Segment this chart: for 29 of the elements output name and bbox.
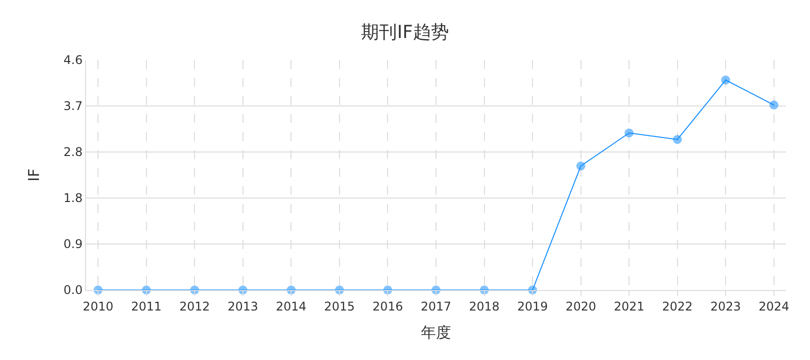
x-tick-label: 2024: [758, 299, 790, 314]
point: [672, 135, 682, 144]
y-tick-label: 4.6: [64, 53, 83, 68]
y-tick-label: 2.8: [64, 145, 83, 160]
chart-title: 期刊IF趋势: [361, 22, 449, 43]
y-tick-label: 3.7: [64, 99, 83, 114]
y-tick-label: 0.0: [64, 283, 83, 298]
y-tick-label: 0.9: [64, 237, 83, 252]
x-tick-label: 2011: [131, 299, 162, 314]
x-tick-label: 2018: [469, 299, 500, 314]
x-tick-label: 2022: [662, 299, 693, 314]
x-tick-label: 2023: [710, 299, 741, 314]
x-tick-label: 2012: [179, 299, 210, 314]
y-axis-title: IF: [24, 168, 43, 182]
x-tick-label: 2019: [517, 299, 548, 314]
point: [624, 128, 634, 138]
x-tick-label: 2013: [228, 299, 258, 314]
y-tick-label: 1.8: [64, 191, 83, 206]
x-tick-label: 2016: [372, 299, 403, 314]
point: [576, 162, 586, 170]
x-axis-title: 年度: [421, 323, 451, 342]
x-tick-label: 2010: [82, 299, 114, 314]
point: [721, 76, 730, 84]
point: [769, 100, 778, 110]
x-tick-label: 2014: [276, 299, 306, 314]
x-tick-label: 2021: [614, 299, 644, 314]
x-tick-label: 2020: [566, 299, 596, 314]
x-tick-label: 2017: [420, 299, 452, 314]
x-tick-label: 2015: [324, 299, 355, 314]
